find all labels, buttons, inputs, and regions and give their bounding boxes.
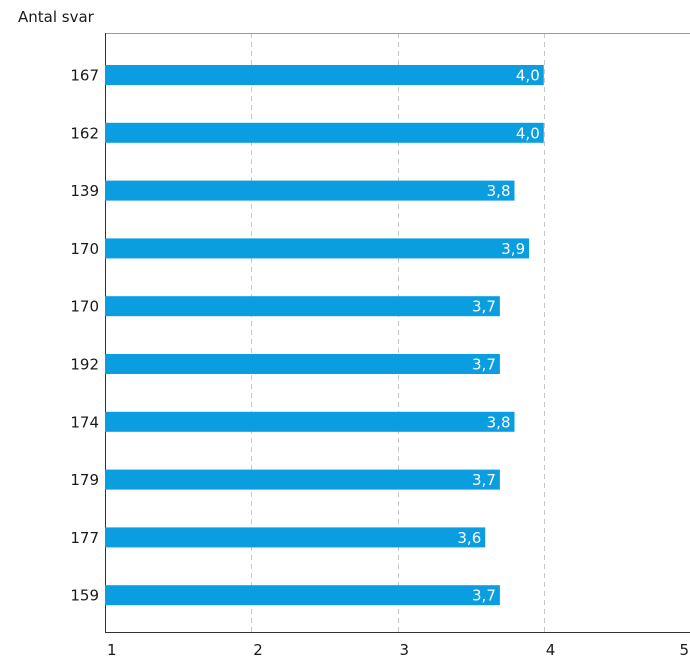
category-label: 167 [70,67,99,85]
bar-value-label: 3,7 [472,587,496,605]
category-label: 139 [70,182,99,200]
x-tick-label: 1 [107,641,117,659]
category-label: 179 [70,471,99,489]
x-tick-label: 2 [253,641,263,659]
bar-value-label: 3,8 [487,413,511,431]
x-tick-label: 3 [400,641,410,659]
bar-value-label: 4,0 [516,67,540,85]
bar [105,469,500,490]
category-label: 192 [70,356,99,374]
bar-value-label: 3,7 [472,356,496,374]
category-label: 162 [70,124,99,142]
x-tick-label: 4 [546,641,556,659]
category-label: 159 [70,587,99,605]
bar [105,527,486,548]
bar [105,238,530,259]
bar [105,65,544,85]
bar [105,354,500,374]
category-label: 170 [70,240,99,258]
bar [105,296,500,317]
bar-value-label: 3,8 [487,182,511,200]
bar [105,411,515,432]
bar-value-label: 3,9 [501,240,525,258]
bar-value-label: 4,0 [516,124,540,142]
category-label: 177 [70,529,99,547]
category-label: 170 [70,298,99,316]
category-label: 174 [70,413,99,431]
bar-value-label: 3,7 [472,471,496,489]
bar-value-label: 3,6 [457,529,481,547]
y-axis-title: Antal svar [18,8,94,26]
bar [105,585,500,606]
bar [105,122,544,143]
bar [105,180,515,201]
x-tick-label: 5 [679,641,689,659]
bar-value-label: 3,7 [472,298,496,316]
